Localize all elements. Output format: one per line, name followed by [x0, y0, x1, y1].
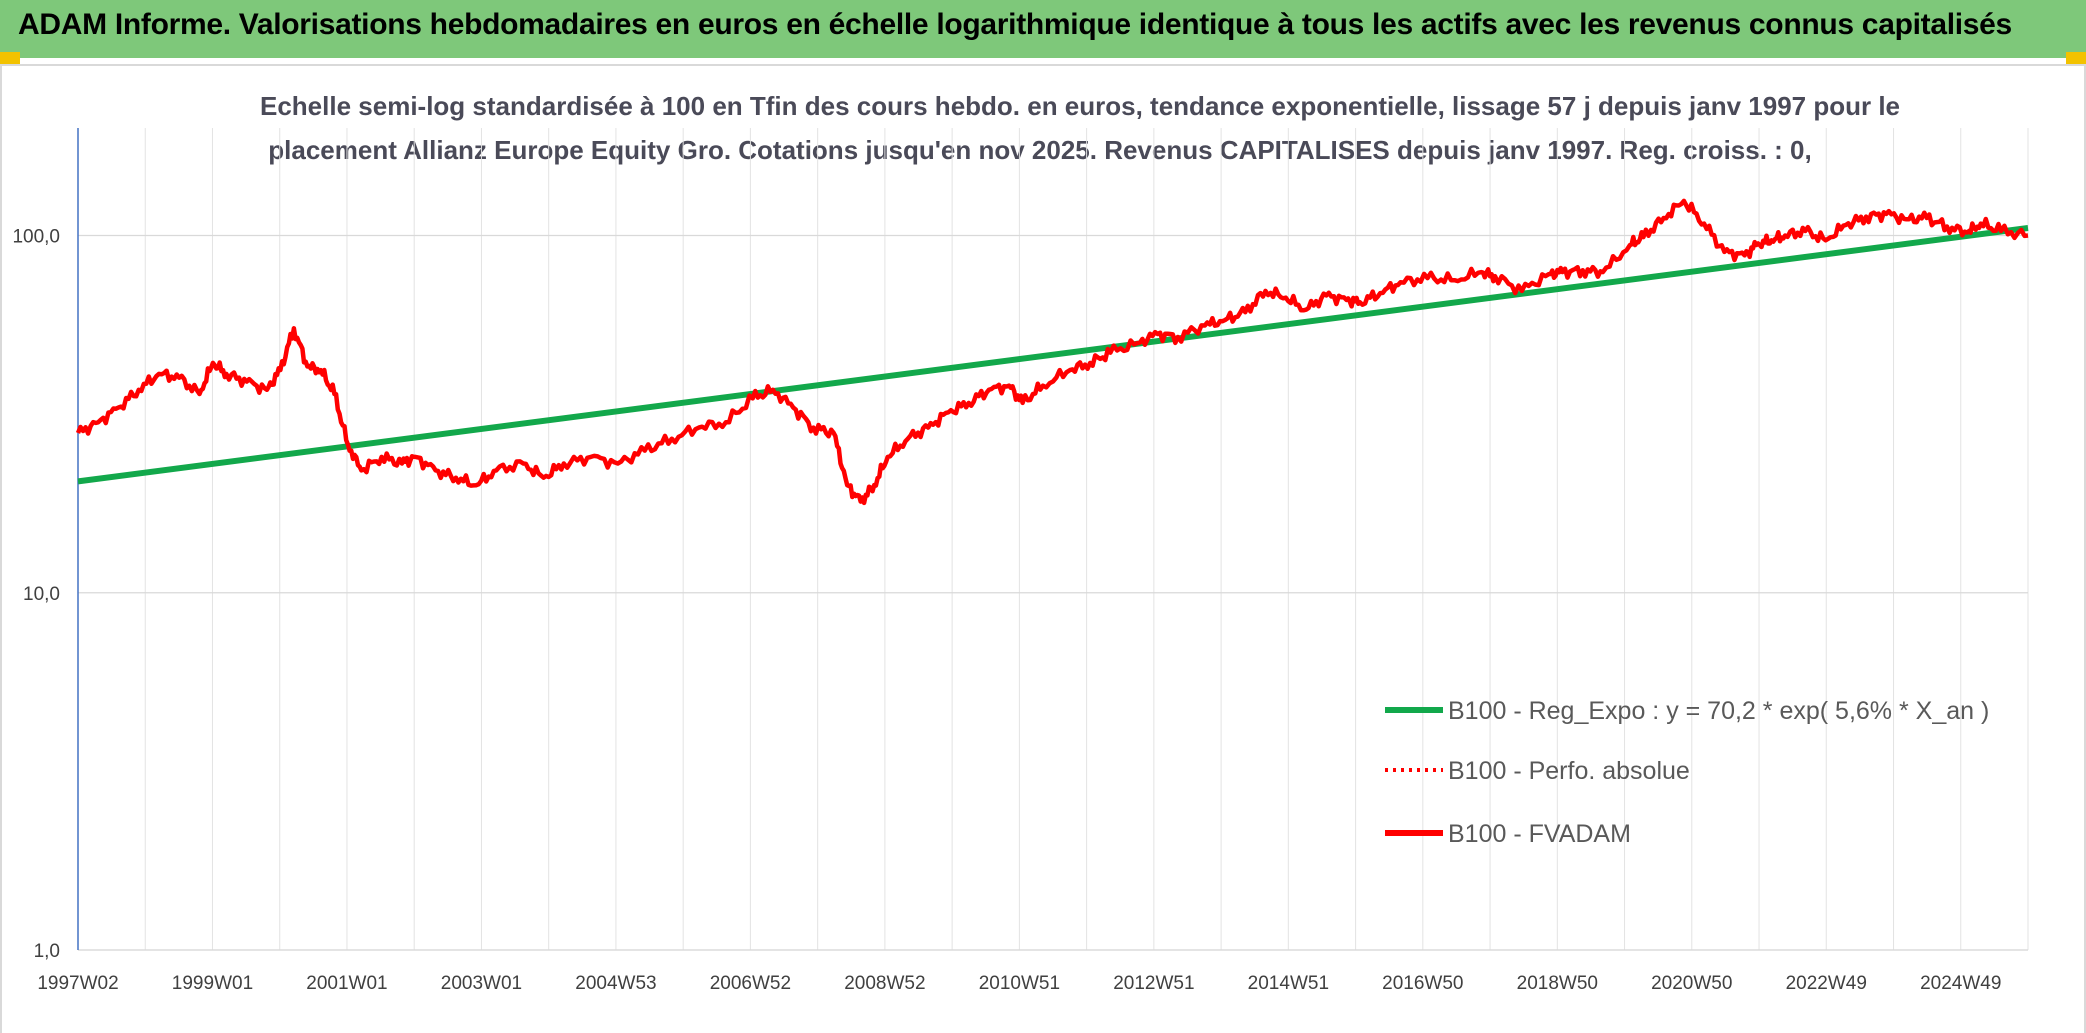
x-tick-label: 2024W49 — [1920, 973, 2001, 994]
frame-left — [0, 64, 2, 1033]
x-tick-label: 2014W51 — [1248, 973, 1329, 994]
x-tick-label: 2018W50 — [1517, 973, 1598, 994]
legend: B100 - Reg_Expo : y = 70,2 * exp( 5,6% *… — [1385, 697, 1989, 848]
legend-label: B100 - Reg_Expo : y = 70,2 * exp( 5,6% *… — [1448, 697, 1989, 725]
legend-label: B100 - FVADAM — [1448, 820, 1631, 848]
y-tick-label: 10,0 — [23, 584, 60, 605]
frame-top — [0, 64, 2086, 66]
legend-label: B100 - Perfo. absolue — [1448, 757, 1690, 785]
x-tick-label: 2006W52 — [710, 973, 791, 994]
x-tick-label: 2001W01 — [306, 973, 387, 994]
x-tick-label: 2004W53 — [575, 973, 656, 994]
fvadam-line — [75, 198, 2029, 506]
grid — [77, 128, 2029, 951]
chart-title-line-1: Echelle semi-log standardisée à 100 en T… — [260, 91, 1901, 121]
x-tick-label: 2022W49 — [1786, 973, 1867, 994]
y-tick-label: 100,0 — [12, 227, 60, 248]
x-tick-label: 2010W51 — [979, 973, 1060, 994]
trend-line — [77, 225, 2029, 485]
x-tick-label: 1999W01 — [172, 973, 253, 994]
x-tick-label: 2016W50 — [1382, 973, 1463, 994]
axes: 1,0 10,0 100,0 1997W02 1999W01 2001W01 2003W01… — [12, 128, 2001, 994]
x-tick-label: 2020W50 — [1651, 973, 1732, 994]
y-tick-label: 1,0 — [34, 941, 60, 962]
corner-marker-top-right — [2066, 52, 2086, 64]
frame-right — [2084, 64, 2086, 1033]
x-tick-label: 2012W51 — [1113, 973, 1194, 994]
report-title: ADAM Informe. Valorisations hebdomadaire… — [18, 8, 2012, 41]
x-tick-label: 1997W02 — [37, 973, 118, 994]
x-tick-label: 2008W52 — [844, 973, 925, 994]
series-lines — [75, 198, 2029, 506]
corner-marker-top-left — [0, 52, 20, 64]
header-bar: ADAM Informe. Valorisations hebdomadaire… — [0, 0, 2086, 58]
x-tick-label: 2003W01 — [441, 973, 522, 994]
chart-title-line-2: placement Allianz Europe Equity Gro. Cot… — [268, 135, 1812, 165]
